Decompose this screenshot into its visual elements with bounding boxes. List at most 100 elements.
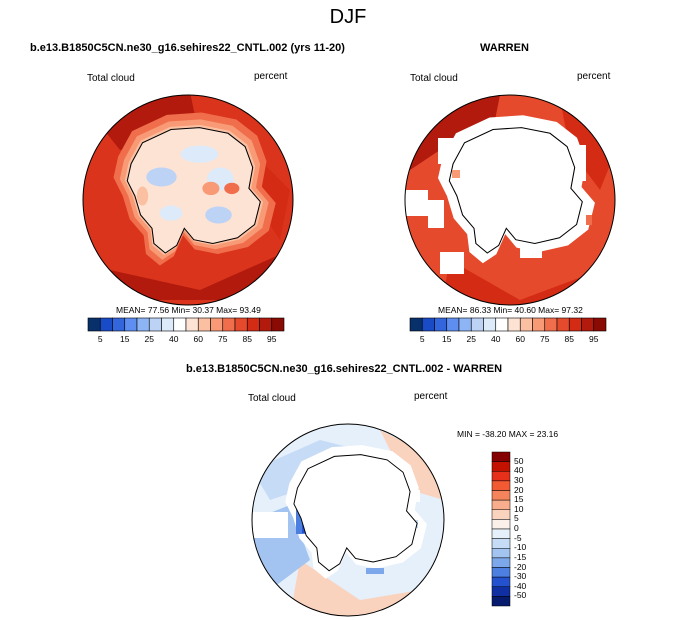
panel-3-map-border: [251, 423, 445, 617]
panel-2-colorbar: [409, 317, 607, 332]
colorbar-tick-label: -15: [514, 551, 527, 562]
colorbar-swatch: [491, 548, 511, 559]
panel-3-colorbar: [491, 451, 511, 607]
colorbar-swatch: [434, 317, 448, 332]
colorbar-swatch: [173, 317, 187, 332]
panel-2-variable-label: Total cloud: [410, 73, 458, 84]
colorbar-swatch: [259, 317, 273, 332]
panel-1-title: b.e13.B1850C5CN.ne30_g16.sehires22_CNTL.…: [30, 42, 345, 54]
colorbar-swatch: [491, 576, 511, 587]
colorbar-swatch: [491, 538, 511, 549]
panel-1-colorbar: [87, 317, 285, 332]
colorbar-swatch: [446, 317, 460, 332]
colorbar-swatch: [507, 317, 521, 332]
colorbar-swatch: [197, 317, 211, 332]
colorbar-swatch: [458, 317, 472, 332]
colorbar-swatch: [124, 317, 138, 332]
colorbar-tick-label: 40: [491, 334, 501, 344]
colorbar-swatch: [593, 317, 607, 332]
colorbar-tick-label: 20: [514, 484, 524, 495]
colorbar-tick-label: 95: [267, 334, 277, 344]
panel-3-units-label: percent: [414, 391, 448, 402]
colorbar-swatch: [246, 317, 260, 332]
panel-1-map-border: [82, 94, 294, 306]
colorbar-tick-label: 60: [515, 334, 525, 344]
colorbar-tick-label: 75: [218, 334, 228, 344]
colorbar-swatch: [491, 557, 511, 568]
colorbar-swatch: [491, 471, 511, 482]
figure-title: DJF: [329, 6, 367, 28]
panel-2-units-label: percent: [577, 71, 611, 82]
colorbar-tick-label: 5: [97, 334, 103, 344]
colorbar-swatch: [556, 317, 570, 332]
colorbar-swatch: [271, 317, 285, 332]
panel-1-stats: MEAN= 77.56 Min= 30.37 Max= 93.49: [116, 305, 261, 315]
colorbar-swatch: [491, 461, 511, 472]
colorbar-swatch: [136, 317, 150, 332]
panel-1-units-label: percent: [254, 71, 288, 82]
panel-2-title: WARREN: [480, 42, 529, 54]
panel-2-map-border: [404, 94, 616, 306]
colorbar-tick-label: 5: [514, 513, 519, 524]
colorbar-swatch: [409, 317, 423, 332]
colorbar-swatch: [161, 317, 175, 332]
colorbar-swatch: [568, 317, 582, 332]
colorbar-swatch: [491, 586, 511, 597]
colorbar-tick-label: -40: [514, 580, 527, 591]
colorbar-swatch: [87, 317, 101, 332]
colorbar-tick-label: 30: [514, 474, 524, 485]
colorbar-swatch: [421, 317, 435, 332]
colorbar-tick-label: 40: [514, 465, 524, 476]
colorbar-swatch: [581, 317, 595, 332]
colorbar-tick-label: 25: [466, 334, 476, 344]
colorbar-swatch: [544, 317, 558, 332]
colorbar-tick-label: 85: [564, 334, 574, 344]
colorbar-tick-label: 60: [193, 334, 203, 344]
colorbar-tick-label: -5: [514, 532, 522, 543]
colorbar-tick-label: 75: [540, 334, 550, 344]
colorbar-swatch: [483, 317, 497, 332]
colorbar-tick-label: 15: [120, 334, 130, 344]
colorbar-swatch: [491, 528, 511, 539]
colorbar-tick-label: -50: [514, 590, 527, 601]
colorbar-swatch: [210, 317, 224, 332]
panel-2-map: [405, 95, 615, 305]
colorbar-swatch: [234, 317, 248, 332]
colorbar-swatch: [491, 480, 511, 491]
colorbar-tick-label: 95: [589, 334, 599, 344]
panel-3-stats: MIN = -38.20 MAX = 23.16: [457, 429, 559, 439]
colorbar-swatch: [532, 317, 546, 332]
colorbar-tick-label: -20: [514, 561, 527, 572]
panel-3-variable-label: Total cloud: [248, 393, 296, 404]
colorbar-swatch: [491, 490, 511, 501]
colorbar-swatch: [185, 317, 199, 332]
colorbar-tick-label: 5: [419, 334, 425, 344]
colorbar-swatch: [491, 451, 511, 462]
colorbar-tick-label: 50: [514, 455, 524, 466]
colorbar-tick-label: 25: [144, 334, 154, 344]
colorbar-swatch: [495, 317, 509, 332]
colorbar-tick-label: 15: [514, 494, 524, 505]
colorbar-tick-label: 15: [442, 334, 452, 344]
colorbar-swatch: [99, 317, 113, 332]
colorbar-swatch: [148, 317, 162, 332]
panel-1-variable-label: Total cloud: [87, 73, 135, 84]
colorbar-swatch: [491, 596, 511, 607]
colorbar-tick-label: 85: [242, 334, 252, 344]
colorbar-swatch: [491, 567, 511, 578]
colorbar-swatch: [491, 509, 511, 520]
colorbar-swatch: [491, 519, 511, 530]
colorbar-tick-label: -10: [514, 542, 527, 553]
colorbar-tick-label: -30: [514, 571, 527, 582]
panel-3-title: b.e13.B1850C5CN.ne30_g16.sehires22_CNTL.…: [186, 363, 503, 375]
colorbar-tick-label: 0: [514, 523, 519, 533]
colorbar-swatch: [222, 317, 236, 332]
colorbar-swatch: [519, 317, 533, 332]
colorbar-tick-label: 10: [514, 503, 524, 514]
colorbar-swatch: [112, 317, 126, 332]
colorbar-swatch: [491, 499, 511, 510]
panel-2-stats: MEAN= 86.33 Min= 40.60 Max= 97.32: [438, 305, 583, 315]
colorbar-tick-label: 40: [169, 334, 179, 344]
colorbar-swatch: [470, 317, 484, 332]
